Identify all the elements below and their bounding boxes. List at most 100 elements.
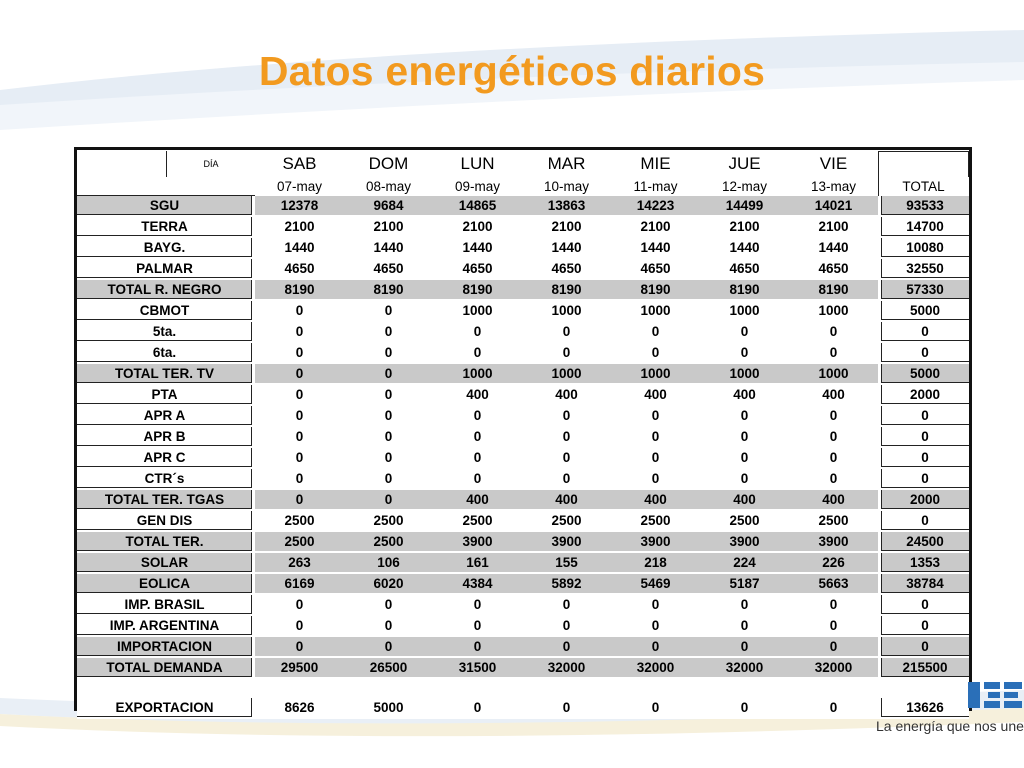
- value-cell: 26500: [344, 658, 433, 679]
- value-cell: 4650: [789, 259, 878, 280]
- value-cell: 9684: [344, 196, 433, 217]
- value-cell: 29500: [255, 658, 344, 679]
- value-cell: 4650: [344, 259, 433, 280]
- value-cell: 0: [700, 698, 789, 719]
- row-label: APR A: [77, 406, 255, 427]
- value-cell: 8190: [344, 280, 433, 301]
- value-cell: 2500: [611, 511, 700, 532]
- value-cell: 5469: [611, 574, 700, 595]
- value-cell: 0: [611, 595, 700, 616]
- value-cell: 1440: [344, 238, 433, 259]
- value-cell: 0: [433, 637, 522, 658]
- value-cell: 2100: [433, 217, 522, 238]
- value-cell: 0: [344, 637, 433, 658]
- value-cell: 1000: [789, 364, 878, 385]
- value-cell: 0: [611, 427, 700, 448]
- table-row: IMP. BRASIL 0 0 0 0 0 0 0 0: [77, 595, 969, 616]
- value-cell: 2100: [522, 217, 611, 238]
- total-cell: 215500: [878, 658, 969, 679]
- total-header-blank: [878, 151, 969, 177]
- value-cell: 0: [522, 698, 611, 719]
- row-label: TOTAL DEMANDA: [77, 658, 255, 679]
- value-cell: 8626: [255, 698, 344, 719]
- day-header: DOM: [368, 154, 409, 173]
- value-cell: 400: [433, 385, 522, 406]
- spacer-cell: [77, 679, 969, 698]
- total-cell: 0: [878, 616, 969, 637]
- value-cell: 0: [344, 490, 433, 511]
- row-label: CBMOT: [77, 301, 255, 322]
- day-header: MIE: [640, 154, 671, 173]
- value-cell: 0: [611, 469, 700, 490]
- value-cell: 14865: [433, 196, 522, 217]
- value-cell: 4650: [700, 259, 789, 280]
- value-cell: 1440: [700, 238, 789, 259]
- total-cell: 38784: [878, 574, 969, 595]
- value-cell: 0: [789, 406, 878, 427]
- value-cell: 5892: [522, 574, 611, 595]
- total-cell: 0: [878, 406, 969, 427]
- value-cell: 0: [522, 448, 611, 469]
- total-cell: 0: [878, 511, 969, 532]
- total-cell: 24500: [878, 532, 969, 553]
- value-cell: 1440: [433, 238, 522, 259]
- value-cell: 0: [344, 343, 433, 364]
- value-cell: 0: [700, 427, 789, 448]
- value-cell: 1000: [433, 364, 522, 385]
- header-corner: [77, 177, 167, 196]
- value-cell: 0: [255, 301, 344, 322]
- value-cell: 14021: [789, 196, 878, 217]
- value-cell: 400: [522, 490, 611, 511]
- value-cell: 0: [522, 616, 611, 637]
- value-cell: 0: [700, 616, 789, 637]
- table-row: TOTAL TER. TV 0 0 1000 1000 1000 1000 1000 5000: [77, 364, 969, 385]
- value-cell: 0: [344, 322, 433, 343]
- value-cell: 4650: [611, 259, 700, 280]
- total-cell: 0: [878, 448, 969, 469]
- value-cell: 0: [789, 343, 878, 364]
- row-label: IMP. BRASIL: [77, 595, 255, 616]
- value-cell: 0: [700, 322, 789, 343]
- value-cell: 1000: [611, 301, 700, 322]
- value-cell: 0: [700, 448, 789, 469]
- value-cell: 400: [789, 490, 878, 511]
- value-cell: 4650: [433, 259, 522, 280]
- date-header: 08-may: [365, 179, 411, 194]
- value-cell: 0: [789, 448, 878, 469]
- total-cell: 0: [878, 637, 969, 658]
- value-cell: 3900: [611, 532, 700, 553]
- value-cell: 6020: [344, 574, 433, 595]
- value-cell: 0: [700, 469, 789, 490]
- value-cell: 5187: [700, 574, 789, 595]
- value-cell: 2100: [611, 217, 700, 238]
- total-cell: 2000: [878, 385, 969, 406]
- value-cell: 14223: [611, 196, 700, 217]
- value-cell: 0: [433, 469, 522, 490]
- date-header: 07-may: [276, 179, 322, 194]
- value-cell: 0: [700, 343, 789, 364]
- value-cell: 0: [611, 343, 700, 364]
- value-cell: 0: [255, 406, 344, 427]
- value-cell: 0: [611, 448, 700, 469]
- value-cell: 0: [433, 698, 522, 719]
- header-day-row: DÍA SAB DOM LUN MAR MIE JUE VIE: [77, 151, 969, 177]
- value-cell: 0: [789, 616, 878, 637]
- total-cell: 2000: [878, 490, 969, 511]
- value-cell: 400: [522, 385, 611, 406]
- value-cell: 4650: [255, 259, 344, 280]
- value-cell: 0: [433, 343, 522, 364]
- table-row: CBMOT 0 0 1000 1000 1000 1000 1000 5000: [77, 301, 969, 322]
- row-label: SGU: [77, 196, 255, 217]
- row-label: TOTAL TER. TV: [77, 364, 255, 385]
- energy-table: DÍA SAB DOM LUN MAR MIE JUE VIE 07-may 0…: [74, 147, 972, 719]
- row-label: TOTAL TER. TGAS: [77, 490, 255, 511]
- row-label: EOLICA: [77, 574, 255, 595]
- table-row: EOLICA 6169 6020 4384 5892 5469 5187 5663 38784: [77, 574, 969, 595]
- value-cell: 0: [255, 448, 344, 469]
- value-cell: 2500: [344, 532, 433, 553]
- value-cell: 1000: [522, 364, 611, 385]
- date-header: 13-may: [810, 179, 856, 194]
- value-cell: 226: [789, 553, 878, 574]
- value-cell: 0: [700, 406, 789, 427]
- value-cell: 155: [522, 553, 611, 574]
